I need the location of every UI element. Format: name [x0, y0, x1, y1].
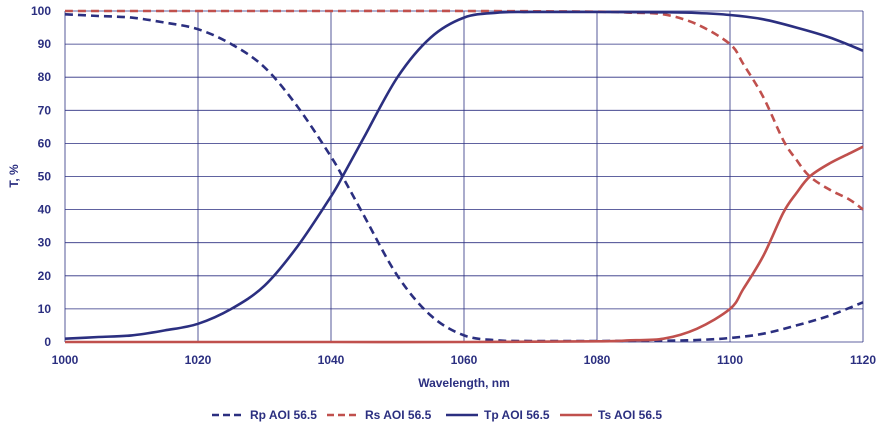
y-tick-label: 0 — [44, 335, 51, 349]
legend-label: Rs AOI 56.5 — [365, 408, 432, 422]
grid-lines — [64, 10, 864, 343]
y-axis-tick-labels: 0 10 20 30 40 50 60 70 80 90 100 — [31, 4, 51, 349]
legend-label: Ts AOI 56.5 — [598, 408, 662, 422]
x-axis-tick-labels: 1000 1020 1040 1060 1080 1100 1120 — [52, 353, 877, 367]
y-tick-label: 40 — [38, 203, 52, 217]
y-tick-label: 10 — [38, 302, 52, 316]
y-tick-label: 60 — [38, 136, 52, 150]
legend-label: Rp AOI 56.5 — [250, 408, 317, 422]
y-tick-label: 30 — [38, 236, 52, 250]
series-line-ts — [64, 145, 864, 344]
legend-label: Tp AOI 56.5 — [484, 408, 550, 422]
x-tick-label: 1040 — [318, 353, 345, 367]
y-tick-label: 20 — [38, 269, 52, 283]
y-tick-label: 50 — [38, 170, 52, 184]
y-tick-label: 90 — [38, 37, 52, 51]
y-axis-title: T, % — [7, 164, 21, 188]
y-tick-label: 70 — [38, 103, 52, 117]
series-lines — [64, 9, 864, 344]
x-tick-label: 1000 — [52, 353, 79, 367]
legend: Rp AOI 56.5 Rs AOI 56.5 Tp AOI 56.5 Ts AOI … — [212, 408, 662, 422]
y-tick-label: 100 — [31, 4, 51, 18]
x-tick-label: 1120 — [850, 353, 876, 367]
series-line-rs — [64, 9, 864, 211]
series-line-tp — [64, 10, 864, 340]
x-tick-label: 1100 — [717, 353, 743, 367]
x-tick-label: 1060 — [451, 353, 478, 367]
x-tick-label: 1020 — [185, 353, 212, 367]
y-tick-label: 80 — [38, 70, 52, 84]
series-line-rp — [64, 13, 864, 343]
x-tick-label: 1080 — [584, 353, 611, 367]
x-axis-title: Wavelength, nm — [418, 376, 510, 390]
